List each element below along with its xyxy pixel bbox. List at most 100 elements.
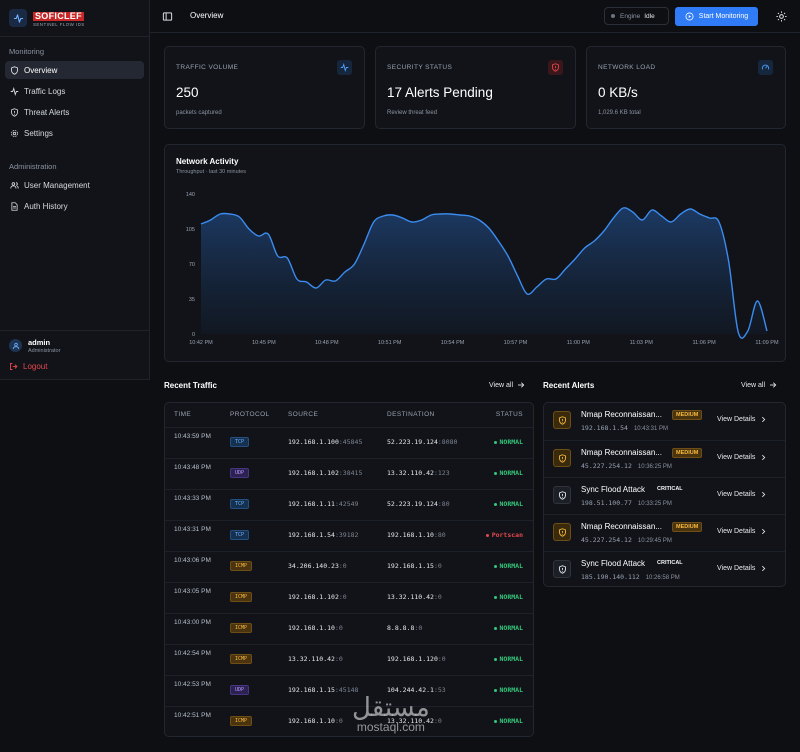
- watermark-latin: mostaql.com: [356, 720, 425, 734]
- source-port: :0: [338, 593, 347, 601]
- table-row[interactable]: 10:42:53 PM UDP 192.168.1.15:45148 104.244.…: [165, 675, 533, 706]
- traffic-destination: 192.168.1.120:0: [387, 655, 446, 663]
- status-label: NORMAL: [499, 500, 523, 508]
- status-dot: [493, 626, 497, 630]
- alert-title: Sync Flood Attack: [581, 485, 646, 494]
- alert-title: Sync Flood Attack: [581, 559, 646, 568]
- table-row[interactable]: 10:42:54 PM ICMP 13.32.110.42:0 192.168.1.1…: [165, 644, 533, 675]
- logout-button[interactable]: Logout: [9, 362, 47, 371]
- shield-alert-icon: [553, 560, 571, 578]
- sidebar-item-traffic-logs[interactable]: Traffic Logs: [5, 82, 144, 100]
- chart-title: Network Activity: [176, 157, 239, 166]
- table-row[interactable]: 10:43:00 PM ICMP 192.168.1.10:0 8.8.8.8:0 NO…: [165, 613, 533, 644]
- column-header-time: TIME: [174, 411, 192, 418]
- table-row[interactable]: 10:43:31 PM TCP 192.168.1.54:39182 192.168.…: [165, 520, 533, 551]
- destination-ip: 8.8.8.8: [387, 624, 415, 632]
- protocol-badge: UDP: [230, 468, 250, 478]
- traffic-time: 10:43:48 PM: [174, 464, 211, 471]
- sidebar-item-auth-history[interactable]: Auth History: [5, 197, 144, 215]
- table-row[interactable]: 10:43:06 PM ICMP 34.206.140.23:0 192.168.1.…: [165, 551, 533, 582]
- view-details-button[interactable]: View Details: [717, 491, 767, 498]
- avatar[interactable]: [9, 339, 22, 352]
- protocol-badge: ICMP: [230, 654, 253, 664]
- alert-item[interactable]: Nmap Reconnaissan... MEDIUM 45.227.254.12 1…: [544, 514, 785, 551]
- traffic-destination: 104.244.42.1:53: [387, 686, 446, 694]
- brand[interactable]: SOFICLEF SENTINEL FLOW IDS: [0, 0, 149, 37]
- y-tick-label: 70: [189, 262, 195, 268]
- status-dot: [493, 502, 497, 506]
- stat-value: 250: [176, 85, 199, 100]
- table-row[interactable]: 10:43:59 PM TCP 192.168.1.100:45845 52.223.…: [165, 427, 533, 458]
- stat-sub: 1,029.6 KB total: [598, 110, 641, 116]
- sidebar-toggle-icon[interactable]: [162, 11, 173, 22]
- gear-icon: [10, 129, 19, 138]
- alert-item[interactable]: Sync Flood Attack CRITICAL 198.51.100.77 10…: [544, 477, 785, 514]
- shield-alert-icon: [10, 107, 19, 117]
- source-port: :45148: [334, 686, 359, 694]
- traffic-time: 10:42:51 PM: [174, 712, 211, 719]
- sidebar-item-user-management[interactable]: User Management: [5, 176, 144, 194]
- user-block: admin Administrator Logout: [0, 330, 150, 371]
- arrow-right-icon: [770, 382, 777, 388]
- table-row[interactable]: 10:42:51 PM ICMP 192.168.1.10:0 13.32.110.4…: [165, 706, 533, 736]
- table-row[interactable]: 10:43:33 PM TCP 192.168.1.11:42549 52.223.1…: [165, 489, 533, 520]
- alert-time: 10:36:25 PM: [637, 464, 672, 470]
- severity-badge: CRITICAL: [657, 486, 683, 492]
- sun-icon[interactable]: [776, 11, 787, 22]
- sidebar-item-overview[interactable]: Overview: [5, 61, 144, 79]
- traffic-view-all-link[interactable]: View all: [489, 381, 525, 389]
- view-all-label: View all: [489, 381, 513, 389]
- status-badge: NORMAL: [493, 686, 523, 694]
- view-details-button[interactable]: View Details: [717, 565, 767, 572]
- protocol-badge: TCP: [230, 499, 250, 509]
- status-badge: NORMAL: [493, 624, 523, 632]
- user-role: Administrator: [28, 348, 61, 354]
- traffic-source: 192.168.1.10:0: [288, 717, 343, 725]
- chevron-right-icon: [762, 454, 766, 461]
- destination-port: :8080: [437, 438, 458, 446]
- network-activity-card: Network Activity Throughput · last 30 mi…: [164, 144, 786, 362]
- table-row[interactable]: 10:43:05 PM ICMP 192.168.1.102:0 13.32.110.…: [165, 582, 533, 613]
- recent-alerts-title: Recent Alerts: [543, 381, 595, 390]
- destination-port: :0: [414, 624, 423, 632]
- x-tick-label: 10:42 PM: [189, 340, 213, 346]
- traffic-source: 192.168.1.102:0: [288, 593, 347, 601]
- sidebar-item-label: User Management: [24, 180, 90, 190]
- alert-item[interactable]: Nmap Reconnaissan... MEDIUM 45.227.254.12 1…: [544, 440, 785, 477]
- status-badge: NORMAL: [493, 438, 523, 446]
- traffic-destination: 192.168.1.10:80: [387, 531, 446, 539]
- start-monitoring-button[interactable]: Start Monitoring: [675, 7, 758, 26]
- traffic-time: 10:43:00 PM: [174, 619, 211, 626]
- alert-ip: 192.168.1.54: [581, 424, 628, 432]
- view-details-button[interactable]: View Details: [717, 454, 767, 461]
- destination-ip: 13.32.110.42: [387, 593, 434, 601]
- status-dot: [493, 657, 497, 661]
- view-details-button[interactable]: View Details: [717, 528, 767, 535]
- view-details-label: View Details: [717, 528, 756, 535]
- alert-ip: 45.227.254.12: [581, 536, 632, 544]
- x-tick-label: 11:03 PM: [630, 340, 654, 346]
- traffic-destination: 52.223.19.124:80: [387, 500, 450, 508]
- view-details-button[interactable]: View Details: [717, 416, 767, 423]
- traffic-source: 192.168.1.10:0: [288, 624, 343, 632]
- status-dot: [611, 14, 615, 18]
- stat-label: TRAFFIC VOLUME: [176, 64, 239, 71]
- sidebar-item-threat-alerts[interactable]: Threat Alerts: [5, 103, 144, 121]
- x-tick-label: 10:51 PM: [378, 340, 402, 346]
- severity-badge: CRITICAL: [657, 560, 683, 566]
- alerts-view-all-link[interactable]: View all: [741, 381, 777, 389]
- destination-port: :53: [433, 686, 446, 694]
- source-port: :42549: [334, 500, 359, 508]
- table-row[interactable]: 10:43:48 PM UDP 192.168.1.102:38415 13.32.1…: [165, 458, 533, 489]
- view-details-label: View Details: [717, 416, 756, 423]
- destination-ip: 13.32.110.42: [387, 469, 434, 477]
- alert-item[interactable]: Sync Flood Attack CRITICAL 185.190.140.112…: [544, 551, 785, 586]
- sidebar-item-settings[interactable]: Settings: [5, 124, 144, 142]
- column-header-source: SOURCE: [288, 411, 319, 418]
- engine-status: Engine Idle: [604, 7, 669, 25]
- traffic-destination: 52.223.19.124:8080: [387, 438, 457, 446]
- status-label: NORMAL: [499, 624, 523, 632]
- alert-item[interactable]: Nmap Reconnaissan... MEDIUM 192.168.1.54 10…: [544, 403, 785, 440]
- source-port: :0: [338, 562, 347, 570]
- alert-title: Nmap Reconnaissan...: [581, 448, 662, 457]
